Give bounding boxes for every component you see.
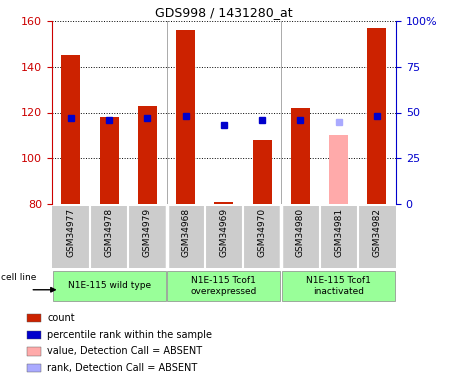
Bar [138,106,157,204]
Text: cell line: cell line [1,273,36,282]
Text: GSM34968: GSM34968 [181,208,190,257]
Bar [27,364,41,372]
Bar [61,55,81,204]
Bar [99,117,119,204]
Text: rank, Detection Call = ABSENT: rank, Detection Call = ABSENT [47,363,198,373]
Bar [167,271,280,301]
Bar [27,331,41,339]
Bar [27,314,41,322]
Bar [329,135,348,204]
Text: N1E-115 Tcof1
overexpressed: N1E-115 Tcof1 overexpressed [191,276,257,296]
Bar [176,30,195,204]
Text: GSM34970: GSM34970 [257,208,266,257]
Text: N1E-115 wild type: N1E-115 wild type [68,281,151,290]
Text: GSM34980: GSM34980 [296,208,305,257]
Text: value, Detection Call = ABSENT: value, Detection Call = ABSENT [47,346,202,356]
Text: GSM34981: GSM34981 [334,208,343,257]
Bar [53,271,166,301]
Bar [367,27,387,204]
Text: count: count [47,313,75,323]
Text: GSM34977: GSM34977 [67,208,76,257]
Text: GSM34982: GSM34982 [373,208,382,257]
Bar [282,271,395,301]
Bar [214,202,234,204]
Text: GSM34978: GSM34978 [104,208,113,257]
Bar [252,140,272,204]
Text: N1E-115 Tcof1
inactivated: N1E-115 Tcof1 inactivated [306,276,371,296]
Bar [27,347,41,355]
Bar [291,108,310,204]
Text: GSM34979: GSM34979 [143,208,152,257]
Title: GDS998 / 1431280_at: GDS998 / 1431280_at [155,6,292,20]
Text: GSM34969: GSM34969 [220,208,228,257]
Text: percentile rank within the sample: percentile rank within the sample [47,330,212,340]
